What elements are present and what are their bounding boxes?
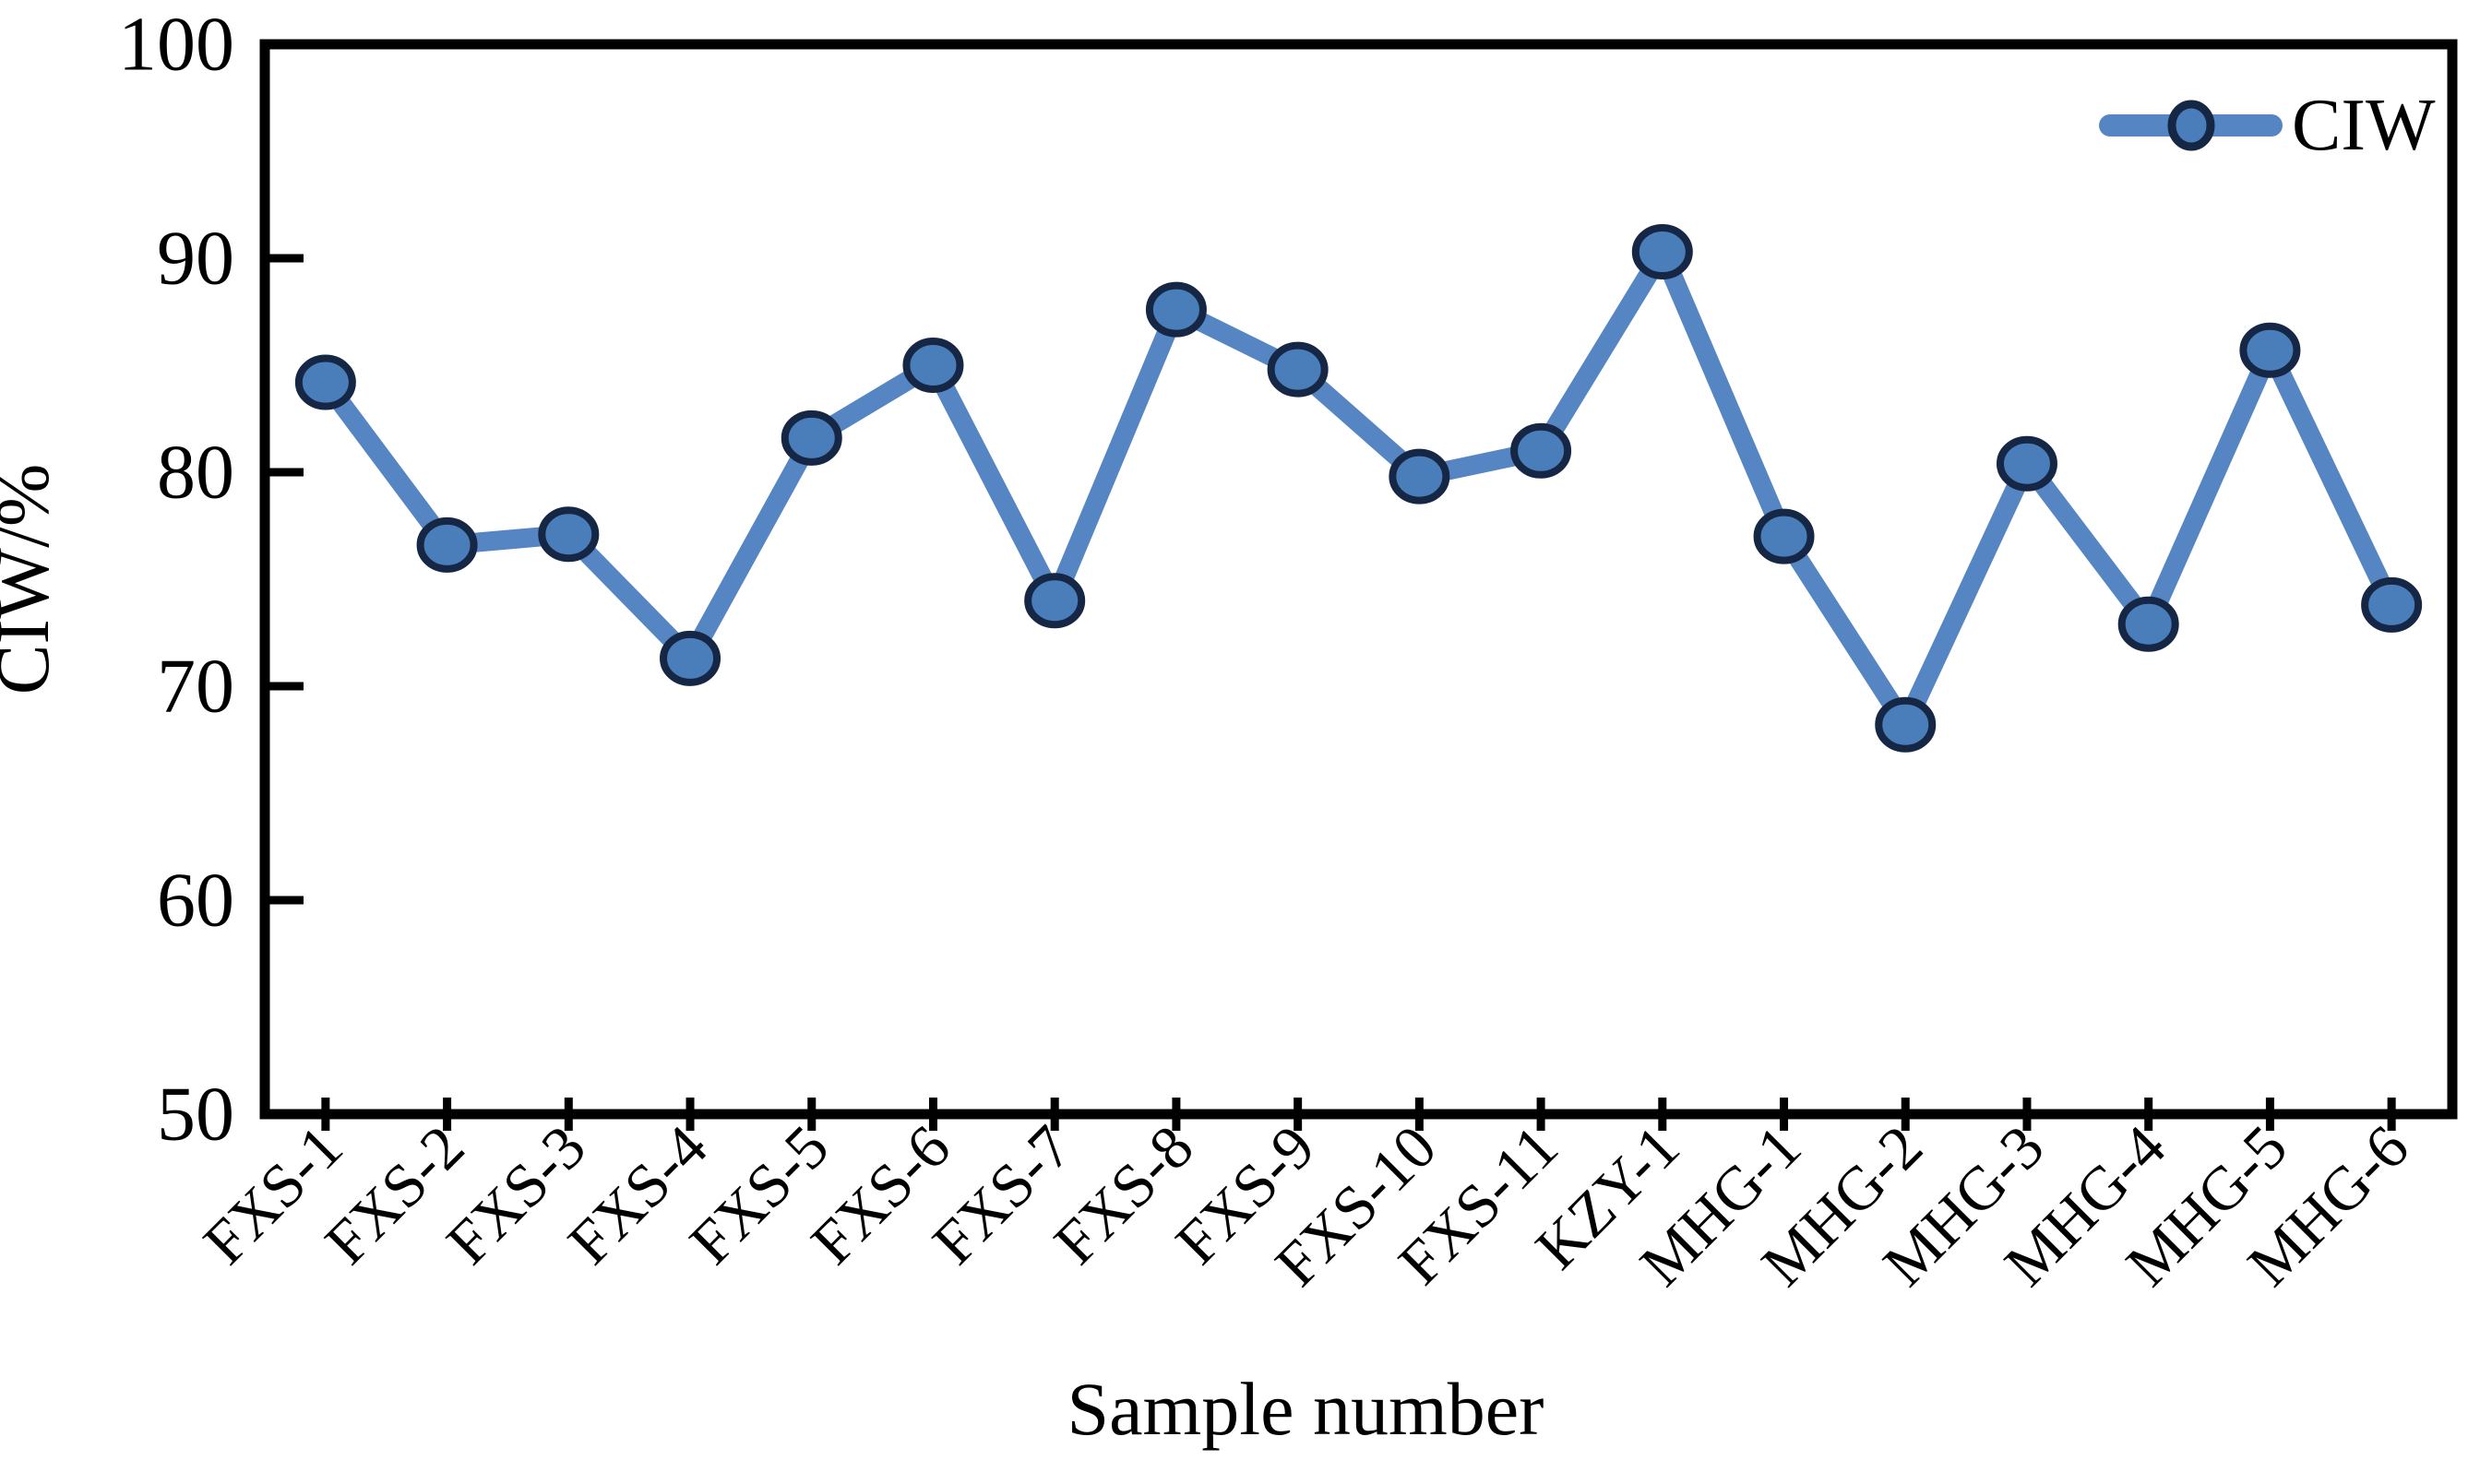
- data-point-FXS-1: [294, 354, 356, 410]
- y-tick-label: 80: [157, 430, 234, 516]
- data-point-FXS-8: [1145, 281, 1207, 338]
- plot-border: [259, 39, 2458, 1120]
- y-tick-label: 100: [118, 2, 234, 88]
- data-point-FXS-10: [1389, 448, 1450, 505]
- data-point-MHG-5: [2239, 322, 2301, 378]
- x-axis-title: Sample number: [1067, 1367, 1544, 1451]
- x-tick-label: FXS-4: [555, 1112, 721, 1277]
- data-point-MHG-6: [2361, 576, 2423, 633]
- data-point-FXS-5: [781, 410, 842, 466]
- legend-marker-icon: [2167, 100, 2215, 151]
- data-point-FXS-6: [902, 338, 964, 393]
- data-point-MHG-2: [1875, 696, 1937, 753]
- y-axis-title: CIW/%: [0, 464, 65, 695]
- data-point-MHG-4: [2117, 596, 2179, 652]
- data-point-FXS-7: [1024, 573, 1086, 629]
- legend-label: CIW: [2292, 85, 2436, 166]
- y-tick-label: 70: [157, 644, 234, 730]
- y-tick-label: 50: [157, 1072, 234, 1158]
- x-tick-label: FXS-8: [1042, 1112, 1207, 1277]
- data-point-FXS-4: [660, 630, 721, 686]
- y-tick-label: 60: [157, 858, 234, 944]
- data-point-KZY-1: [1631, 224, 1693, 280]
- data-point-FXS-2: [416, 516, 478, 573]
- y-tick-label: 90: [157, 216, 234, 302]
- x-tick-label: FXS-6: [798, 1112, 963, 1277]
- x-tick-label: FXS-5: [677, 1112, 842, 1277]
- data-point-FXS-9: [1267, 341, 1329, 398]
- x-tick-label: FXS-2: [312, 1112, 477, 1277]
- data-point-FXS-11: [1510, 422, 1572, 479]
- data-point-MHG-3: [1996, 435, 2057, 492]
- data-point-MHG-1: [1753, 508, 1815, 564]
- data-point-FXS-3: [538, 506, 600, 563]
- x-tick-label: FXS-3: [434, 1112, 599, 1277]
- ciw-series-line: [316, 242, 2402, 735]
- x-tick-label: FXS-7: [920, 1112, 1085, 1277]
